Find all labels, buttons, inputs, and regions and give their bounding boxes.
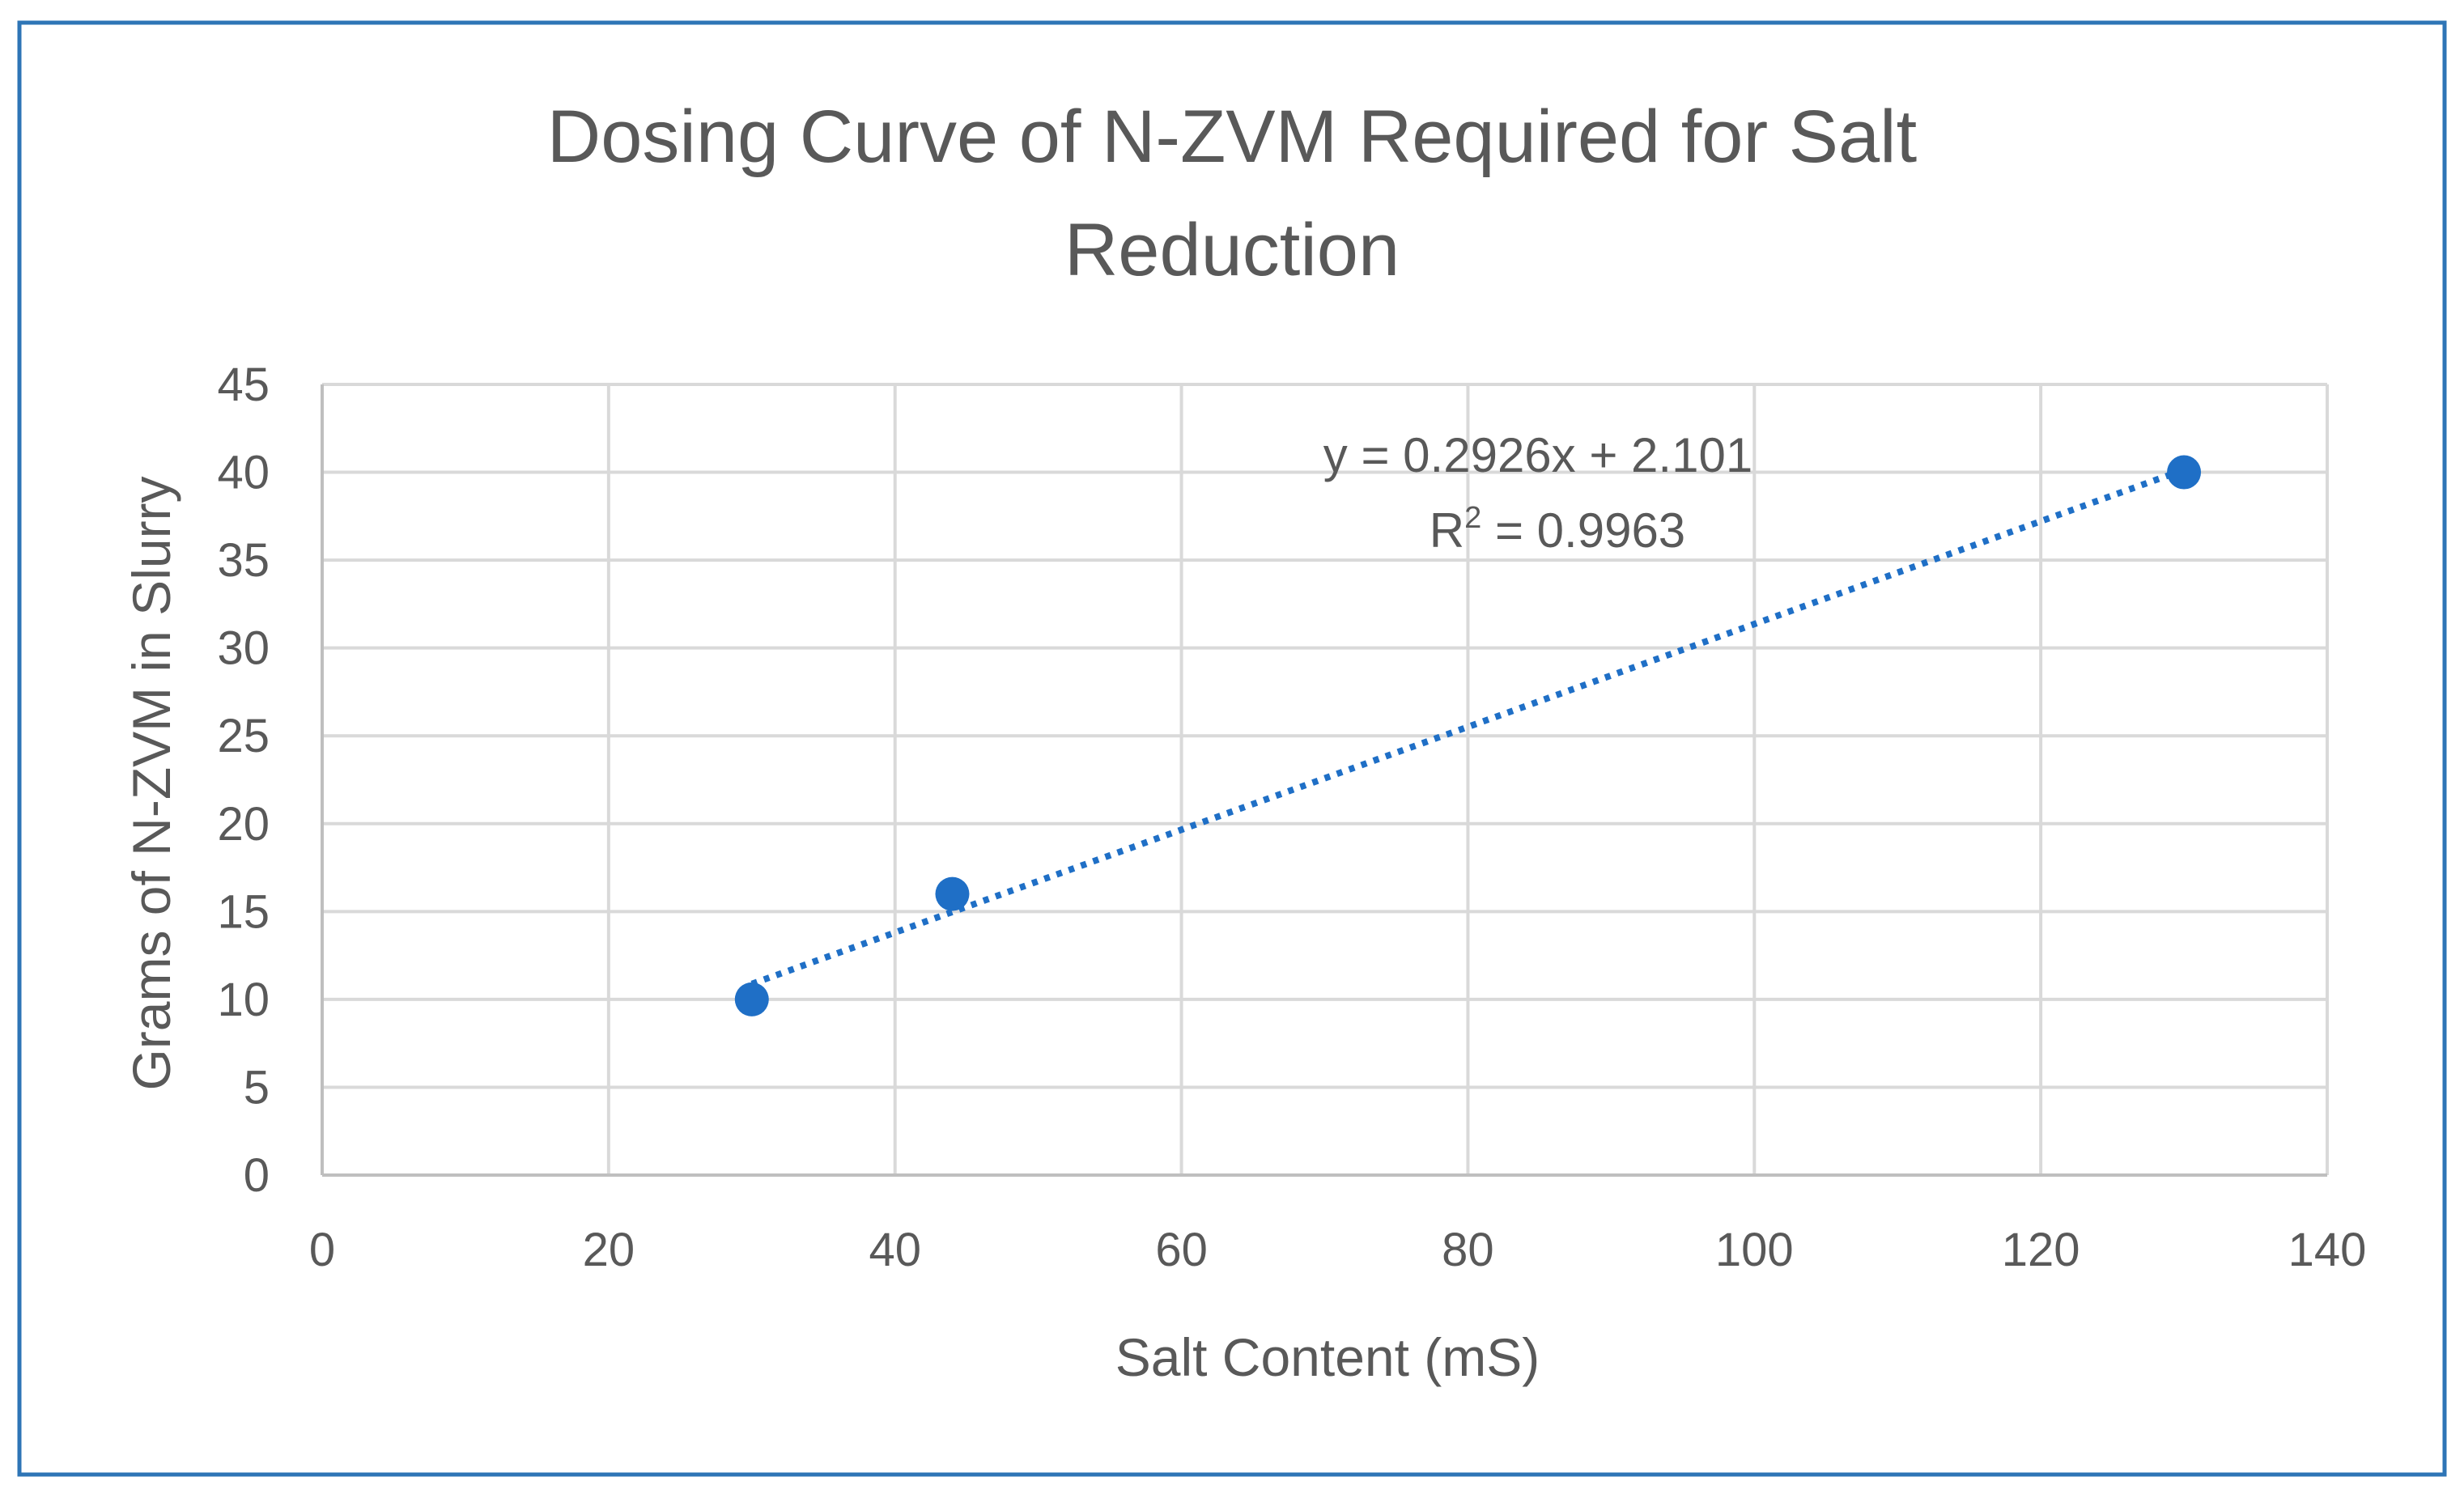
r-squared-symbol: R (1430, 503, 1464, 558)
y-axis-title: Grams of N-ZVM in Slurry (121, 476, 181, 1090)
y-tick-label: 25 (217, 710, 270, 762)
data-point (2167, 455, 2202, 490)
x-tick-label: 100 (1715, 1224, 1794, 1276)
x-tick-label: 60 (1155, 1224, 1208, 1276)
x-tick-label: 40 (869, 1224, 921, 1276)
trendline-r-squared: R2 = 0.9963 (1430, 501, 1685, 558)
y-tick-label: 20 (217, 798, 270, 851)
y-tick-label: 5 (244, 1061, 270, 1114)
data-points (734, 455, 2202, 1016)
data-point (734, 982, 769, 1016)
y-tick-label: 15 (217, 885, 270, 938)
trendline-equation: y = 0.2926x + 2.101 (1323, 428, 1752, 482)
x-tick-label: 120 (2002, 1224, 2080, 1276)
axes (321, 384, 2327, 1177)
r-squared-superscript: 2 (1464, 501, 1481, 535)
y-tick-label: 35 (217, 534, 270, 587)
y-tick-label: 30 (217, 622, 270, 675)
y-tick-label: 45 (217, 359, 270, 411)
x-axis-title: Salt Content (mS) (1115, 1327, 1540, 1387)
y-tick-label: 0 (244, 1149, 270, 1202)
x-tick-label: 80 (1442, 1224, 1494, 1276)
x-tick-label: 140 (2288, 1224, 2367, 1276)
y-tick-label: 10 (217, 974, 270, 1026)
y-tick-label: 40 (217, 447, 270, 499)
chart-title-line-1: Dosing Curve of N-ZVM Required for Salt (547, 95, 1917, 178)
gridlines (322, 383, 2329, 1175)
data-point (935, 876, 970, 911)
chart-title-line-2: Reduction (1064, 209, 1400, 291)
r-squared-value: = 0.9963 (1481, 503, 1685, 558)
tick-labels: 0 5 10 15 20 25 30 35 40 45 0 20 40 60 80 100 120 140 (217, 359, 2366, 1276)
x-tick-label: 0 (309, 1224, 335, 1276)
x-tick-label: 20 (583, 1224, 635, 1276)
